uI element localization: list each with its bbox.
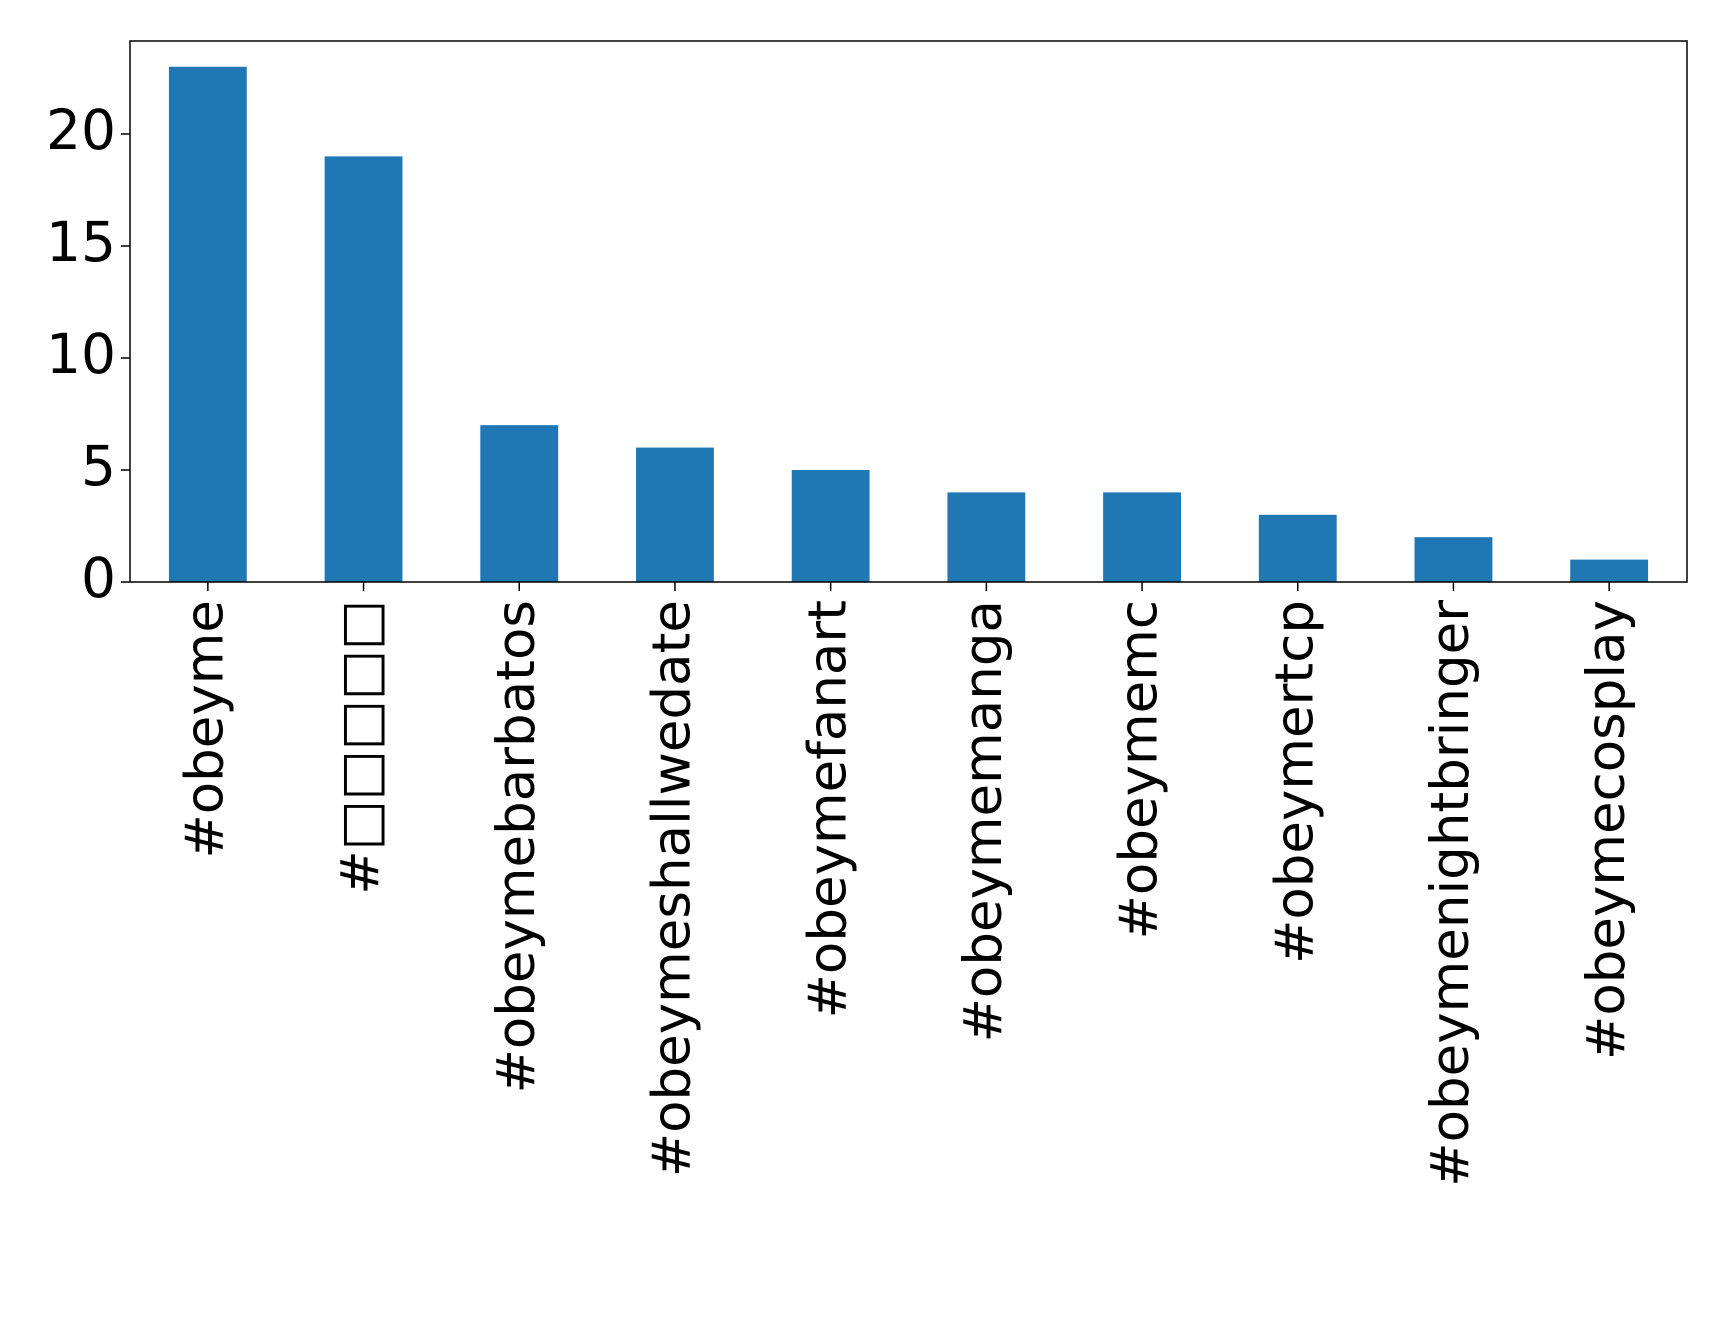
x-tick-label: #obeymenightbringer (1420, 600, 1481, 1187)
x-tick-label: #obeyme (174, 600, 235, 859)
x-tick-label: #□□□□□ (330, 600, 391, 895)
bar (636, 447, 714, 582)
y-tick-label: 0 (81, 546, 116, 610)
bar (480, 425, 559, 582)
x-tick-label: #obeymeshallwedate (642, 600, 703, 1177)
x-tick-label: #obeymefanart (797, 600, 858, 1018)
x-tick-label: #obeymebarbatos (486, 600, 547, 1094)
bar (168, 66, 247, 582)
bar (324, 156, 403, 582)
bar (1258, 514, 1337, 582)
y-tick-label: 5 (81, 434, 116, 498)
x-tick-label: #obeymemc (1109, 600, 1170, 939)
plot-frame (129, 40, 1688, 583)
bar (1414, 537, 1493, 582)
bar (1570, 559, 1649, 582)
bar (947, 492, 1026, 582)
x-tick-label: #obeymecosplay (1576, 600, 1637, 1060)
y-tick-label: 20 (46, 98, 116, 162)
x-tick-label: #obeymemanga (953, 600, 1014, 1043)
bar (1103, 492, 1181, 582)
y-tick-label: 15 (46, 210, 116, 274)
x-tick-label: #obeymertcp (1264, 600, 1325, 964)
bar (791, 469, 870, 582)
y-tick-label: 10 (46, 322, 116, 386)
